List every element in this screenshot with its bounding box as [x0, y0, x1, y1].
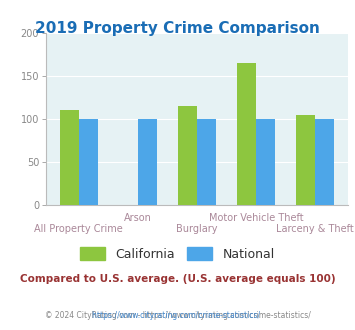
Legend: California, National: California, National	[75, 242, 280, 266]
Bar	[256, 119, 275, 205]
Text: Motor Vehicle Theft: Motor Vehicle Theft	[209, 213, 304, 223]
Bar	[79, 119, 98, 205]
Bar	[178, 106, 197, 205]
Text: Arson: Arson	[124, 213, 152, 223]
Bar	[315, 119, 334, 205]
Text: Compared to U.S. average. (U.S. average equals 100): Compared to U.S. average. (U.S. average …	[20, 274, 335, 284]
Text: Larceny & Theft: Larceny & Theft	[277, 224, 354, 234]
Bar	[138, 119, 157, 205]
Bar	[60, 110, 79, 205]
Text: 2019 Property Crime Comparison: 2019 Property Crime Comparison	[35, 21, 320, 36]
Bar	[237, 63, 256, 205]
Text: © 2024 CityRating.com - https://www.cityrating.com/crime-statistics/: © 2024 CityRating.com - https://www.city…	[45, 311, 310, 320]
Bar	[296, 115, 315, 205]
Text: https://www.cityrating.com/crime-statistics/: https://www.cityrating.com/crime-statist…	[35, 311, 260, 320]
Text: Burglary: Burglary	[176, 224, 218, 234]
Text: All Property Crime: All Property Crime	[34, 224, 123, 234]
Bar	[197, 119, 216, 205]
